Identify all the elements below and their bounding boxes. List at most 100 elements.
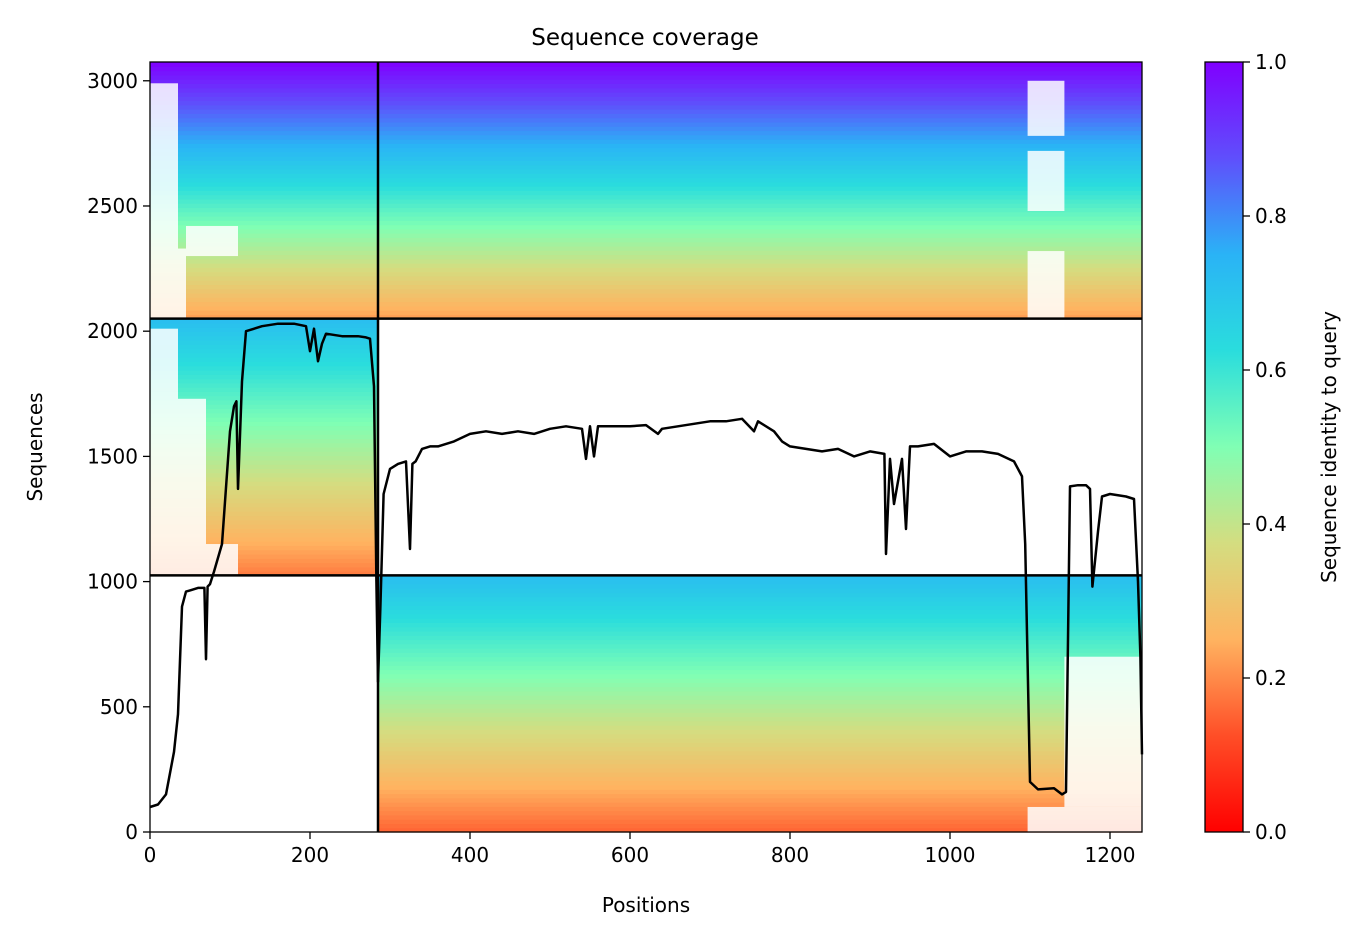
x-axis-label: Positions	[602, 893, 690, 917]
heat-stripe	[150, 571, 378, 576]
x-tick-label: 0	[144, 843, 157, 867]
colorbar-tick-label: 0.2	[1255, 666, 1287, 690]
heat-stripe	[378, 588, 1142, 594]
heat-stripe	[378, 802, 1142, 807]
heat-stripe	[150, 190, 1142, 196]
heat-stripe	[150, 515, 378, 521]
colorbar-ticks: 0.0 0.2 0.4 0.6 0.8 1.0	[1243, 50, 1287, 844]
heat-stripe	[150, 194, 1142, 200]
colorbar: 0.0 0.2 0.4 0.6 0.8 1.0 Sequence identity to …	[1204, 50, 1341, 844]
heat-stripe	[378, 797, 1142, 803]
heat-stripe	[378, 729, 1142, 735]
heat-stripe	[150, 562, 378, 568]
heat-stripe	[378, 737, 1142, 743]
colorbar-tick-label: 0.6	[1255, 358, 1287, 382]
heat-stripe	[150, 455, 378, 461]
heat-stripe	[378, 776, 1142, 782]
heatmap-gaps	[150, 80, 1142, 832]
heat-block-1	[378, 575, 1142, 833]
heat-stripe	[150, 447, 378, 452]
heat-stripe	[150, 464, 378, 469]
heat-stripe	[150, 66, 1142, 72]
heat-stripe	[150, 181, 1142, 187]
uncovered-region	[1027, 150, 1065, 211]
heat-stripe	[150, 237, 1142, 243]
heat-stripe	[150, 126, 1142, 132]
heat-stripe	[150, 143, 1142, 149]
heat-stripe	[150, 442, 378, 448]
heat-stripe	[150, 211, 1142, 217]
heat-stripe	[150, 528, 378, 534]
heat-stripe	[150, 156, 1142, 161]
heat-stripe	[150, 566, 378, 572]
heat-stripe	[150, 164, 1142, 170]
heat-stripe	[150, 532, 378, 538]
uncovered-region	[178, 398, 206, 576]
heat-stripe	[150, 100, 1142, 106]
heat-stripe	[150, 494, 378, 499]
heat-stripe	[378, 609, 1142, 615]
heat-stripe	[150, 472, 378, 478]
heat-stripe	[150, 549, 378, 555]
heat-stripe	[378, 810, 1142, 816]
heat-stripe	[150, 485, 378, 491]
heat-stripe	[150, 536, 378, 542]
heat-stripe	[150, 451, 378, 457]
heat-stripe	[150, 139, 1142, 144]
heat-stripe	[150, 502, 378, 508]
heat-stripe	[150, 301, 1142, 307]
heat-stripe	[378, 626, 1142, 632]
x-tick-label: 600	[611, 843, 649, 867]
heat-stripe	[378, 613, 1142, 619]
heat-stripe	[378, 806, 1142, 812]
heat-stripe	[378, 750, 1142, 756]
heat-stripe	[378, 772, 1142, 777]
heat-stripe	[150, 207, 1142, 213]
heat-stripe	[150, 288, 1142, 294]
uncovered-region	[178, 248, 186, 319]
heat-stripe	[150, 387, 378, 392]
heat-stripe	[150, 147, 1142, 153]
heat-stripe	[150, 70, 1142, 76]
heat-stripe	[150, 348, 378, 354]
heat-block-2	[150, 318, 378, 576]
uncovered-region	[1064, 656, 1142, 807]
y-axis: 0 500 1000 1500 2000 2500 3000	[87, 69, 150, 844]
heat-block-3	[150, 62, 1142, 320]
heat-stripe	[378, 596, 1142, 602]
heat-stripe	[150, 109, 1142, 114]
heat-stripe	[150, 399, 378, 405]
heat-stripe	[150, 340, 378, 345]
heat-stripe	[150, 335, 378, 341]
colorbar-tick-label: 0.8	[1255, 204, 1287, 228]
heat-stripe	[378, 767, 1142, 773]
heat-stripe	[150, 83, 1142, 89]
colorbar-gradient	[1204, 61, 1244, 833]
heat-stripe	[150, 250, 1142, 256]
heat-stripe	[378, 699, 1142, 705]
heat-stripe	[150, 293, 1142, 298]
heat-stripe	[378, 575, 1142, 581]
heat-stripe	[150, 74, 1142, 80]
heat-stripe	[150, 241, 1142, 247]
heat-stripe	[150, 481, 378, 487]
heat-stripe	[378, 643, 1142, 649]
heat-stripe	[378, 630, 1142, 636]
heat-stripe	[150, 361, 378, 367]
heat-stripe	[150, 391, 378, 397]
heat-stripe	[150, 545, 378, 551]
heat-stripe	[150, 96, 1142, 102]
x-tick-label: 400	[451, 843, 489, 867]
heat-stripe	[150, 233, 1142, 238]
heat-stripe	[378, 746, 1142, 752]
heat-stripe	[378, 656, 1142, 662]
heat-stripe	[150, 553, 378, 559]
heat-stripe	[150, 297, 1142, 303]
y-tick-label: 500	[100, 695, 138, 719]
heat-stripe	[150, 160, 1142, 166]
heat-stripe	[150, 395, 378, 401]
heatmap-blocks	[150, 62, 1142, 833]
heat-stripe	[150, 357, 378, 363]
heat-stripe	[150, 168, 1142, 174]
heat-stripe	[378, 648, 1142, 653]
